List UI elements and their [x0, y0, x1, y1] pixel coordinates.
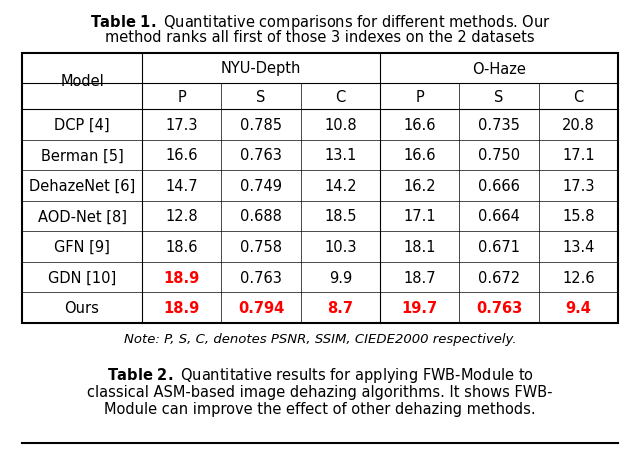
Text: 20.8: 20.8 — [562, 118, 595, 133]
Text: 12.8: 12.8 — [165, 209, 198, 224]
Text: 18.6: 18.6 — [165, 239, 198, 254]
Text: GFN [9]: GFN [9] — [54, 239, 110, 254]
Text: 8.7: 8.7 — [327, 300, 353, 316]
Text: 0.672: 0.672 — [478, 270, 520, 285]
Text: 18.9: 18.9 — [164, 300, 200, 316]
Text: 10.3: 10.3 — [324, 239, 356, 254]
Text: P: P — [177, 89, 186, 104]
Text: 18.7: 18.7 — [403, 270, 436, 285]
Text: 9.4: 9.4 — [565, 300, 591, 316]
Text: 0.688: 0.688 — [240, 209, 282, 224]
Text: method ranks all first of those 3 indexes on the 2 datasets: method ranks all first of those 3 indexe… — [105, 30, 535, 46]
Text: 9.9: 9.9 — [329, 270, 352, 285]
Text: DCP [4]: DCP [4] — [54, 118, 110, 133]
Text: 13.1: 13.1 — [324, 148, 356, 163]
Text: C: C — [335, 89, 346, 104]
Text: P: P — [415, 89, 424, 104]
Text: DehazeNet [6]: DehazeNet [6] — [29, 179, 135, 193]
Text: 0.735: 0.735 — [478, 118, 520, 133]
Text: 17.3: 17.3 — [165, 118, 198, 133]
Text: 16.6: 16.6 — [165, 148, 198, 163]
Text: AOD-Net [8]: AOD-Net [8] — [38, 209, 127, 224]
Text: 10.8: 10.8 — [324, 118, 356, 133]
Text: classical ASM-based image dehazing algorithms. It shows FWB-: classical ASM-based image dehazing algor… — [87, 385, 553, 400]
Text: 14.2: 14.2 — [324, 179, 356, 193]
Text: 0.758: 0.758 — [240, 239, 282, 254]
Text: 0.794: 0.794 — [238, 300, 284, 316]
Text: $\mathbf{Table\ 2.}$ Quantitative results for applying FWB-Module to: $\mathbf{Table\ 2.}$ Quantitative result… — [106, 366, 534, 385]
Text: 0.785: 0.785 — [240, 118, 282, 133]
Text: Model: Model — [60, 74, 104, 89]
Text: 0.664: 0.664 — [478, 209, 520, 224]
Text: $\mathbf{Table\ 1.}$ Quantitative comparisons for different methods. Our: $\mathbf{Table\ 1.}$ Quantitative compar… — [90, 13, 550, 32]
Text: 13.4: 13.4 — [562, 239, 595, 254]
Text: 16.6: 16.6 — [403, 118, 436, 133]
Text: 16.2: 16.2 — [403, 179, 436, 193]
Text: 16.6: 16.6 — [403, 148, 436, 163]
Text: 0.671: 0.671 — [478, 239, 520, 254]
Bar — [22, 54, 618, 323]
Text: C: C — [573, 89, 584, 104]
Text: 18.1: 18.1 — [403, 239, 436, 254]
Text: 14.7: 14.7 — [165, 179, 198, 193]
Text: 0.666: 0.666 — [478, 179, 520, 193]
Text: GDN [10]: GDN [10] — [48, 270, 116, 285]
Text: Berman [5]: Berman [5] — [40, 148, 124, 163]
Text: 17.1: 17.1 — [403, 209, 436, 224]
Text: 0.749: 0.749 — [240, 179, 282, 193]
Text: 0.763: 0.763 — [240, 270, 282, 285]
Text: 18.5: 18.5 — [324, 209, 356, 224]
Text: 18.9: 18.9 — [164, 270, 200, 285]
Text: 0.763: 0.763 — [240, 148, 282, 163]
Text: 12.6: 12.6 — [562, 270, 595, 285]
Text: 17.3: 17.3 — [562, 179, 595, 193]
Text: 17.1: 17.1 — [562, 148, 595, 163]
Text: 15.8: 15.8 — [562, 209, 595, 224]
Text: Note: P, S, C, denotes PSNR, SSIM, CIEDE2000 respectively.: Note: P, S, C, denotes PSNR, SSIM, CIEDE… — [124, 333, 516, 346]
Text: S: S — [256, 89, 266, 104]
Text: Module can improve the effect of other dehazing methods.: Module can improve the effect of other d… — [104, 401, 536, 417]
Text: 0.750: 0.750 — [478, 148, 520, 163]
Text: S: S — [494, 89, 504, 104]
Text: O-Haze: O-Haze — [472, 61, 526, 76]
Text: 19.7: 19.7 — [402, 300, 438, 316]
Text: Ours: Ours — [65, 300, 99, 316]
Text: 0.763: 0.763 — [476, 300, 522, 316]
Text: NYU-Depth: NYU-Depth — [221, 61, 301, 76]
